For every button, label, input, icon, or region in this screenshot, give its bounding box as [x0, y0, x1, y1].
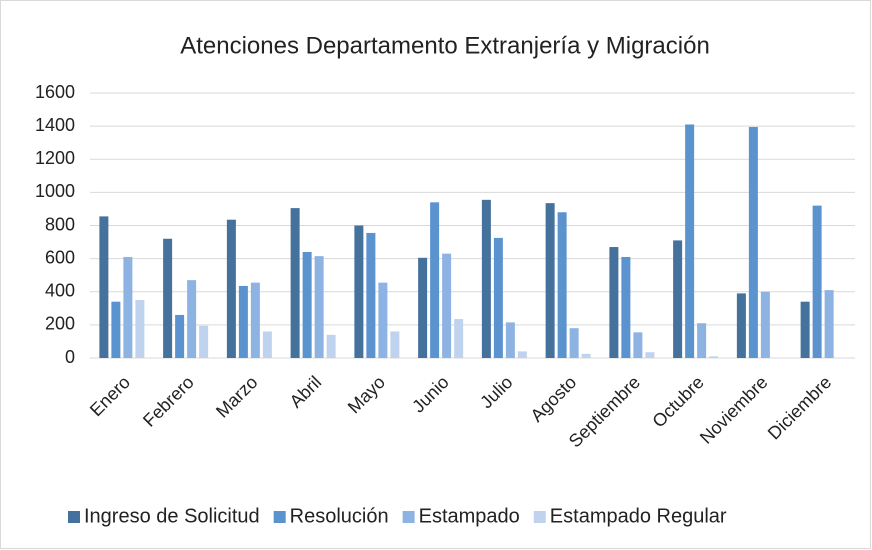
- bar: [812, 205, 822, 358]
- y-tick-label: 1200: [35, 148, 75, 168]
- y-tick-label: 1400: [35, 115, 75, 135]
- bar: [760, 291, 770, 358]
- bar: [418, 257, 428, 358]
- bar: [709, 356, 719, 358]
- bar: [187, 280, 197, 358]
- y-tick-label: 600: [45, 247, 75, 267]
- bar: [430, 202, 440, 358]
- bar: [517, 351, 527, 358]
- legend-swatch: [273, 511, 286, 523]
- bar: [326, 334, 336, 358]
- bar: [390, 331, 400, 358]
- bar: [262, 331, 272, 358]
- bar: [581, 353, 591, 358]
- bar: [111, 301, 121, 358]
- bar: [378, 282, 388, 358]
- legend-swatch: [402, 511, 415, 523]
- bar: [366, 232, 376, 358]
- y-tick-label: 1600: [35, 82, 75, 102]
- legend-swatch: [68, 511, 80, 523]
- y-tick-label: 400: [45, 281, 75, 301]
- legend-label: Resolución: [290, 505, 389, 527]
- bar: [250, 282, 260, 358]
- bar: [442, 253, 452, 358]
- bar: [609, 247, 619, 358]
- bar: [824, 290, 834, 358]
- bar: [633, 332, 643, 358]
- bar: [736, 293, 746, 358]
- bar: [685, 124, 695, 358]
- legend-swatch: [533, 511, 546, 523]
- chart-title: Atenciones Departamento Extranjería y Mi…: [180, 32, 710, 59]
- bar: [302, 252, 312, 358]
- legend-label: Estampado: [419, 505, 520, 527]
- bar: [800, 301, 810, 358]
- legend-label: Estampado Regular: [550, 505, 727, 527]
- bar: [493, 237, 503, 358]
- bar: [163, 238, 173, 358]
- bar: [557, 212, 567, 358]
- bar: [569, 328, 579, 358]
- bar: [290, 208, 300, 358]
- y-tick-label: 0: [65, 347, 75, 367]
- bar: [481, 199, 491, 358]
- bar: [123, 256, 133, 358]
- bar: [175, 314, 185, 358]
- bar: [505, 322, 515, 358]
- bar: [645, 352, 655, 358]
- bar: [454, 319, 464, 358]
- bar: [135, 300, 145, 358]
- bar: [314, 256, 324, 358]
- bar: [673, 240, 683, 358]
- y-tick-label: 200: [45, 314, 75, 334]
- bar: [99, 216, 109, 358]
- y-tick-label: 1000: [35, 181, 75, 201]
- legend-label: Ingreso de Solicitud: [84, 505, 260, 527]
- bar: [621, 256, 631, 358]
- bar: [748, 126, 758, 358]
- bar: [697, 323, 707, 358]
- bar: [238, 285, 248, 358]
- y-tick-label: 800: [45, 214, 75, 234]
- bar: [545, 203, 555, 358]
- bar: [226, 219, 236, 358]
- bar: [199, 325, 209, 358]
- bar: [354, 225, 364, 358]
